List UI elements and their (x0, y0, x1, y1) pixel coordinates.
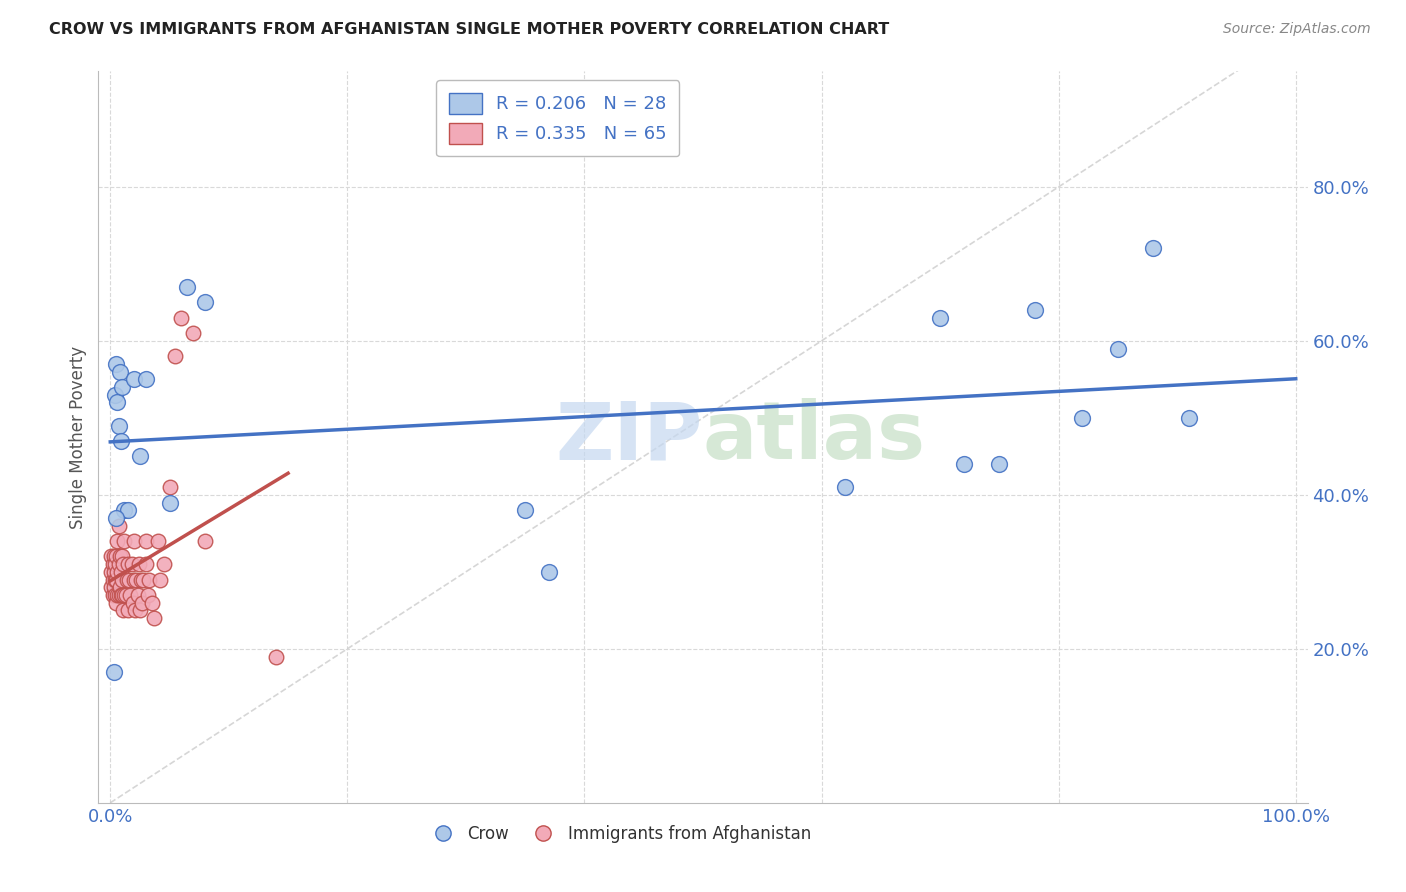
Point (152, 557, 174, 571)
Point (122, 573, 145, 587)
Point (104, 573, 127, 587)
Point (105, 596, 128, 610)
Point (264, 649, 287, 664)
Point (181, 326, 204, 340)
Point (105, 395, 128, 409)
Point (121, 557, 143, 571)
Point (141, 596, 163, 610)
Point (159, 480, 181, 494)
Point (108, 580, 131, 594)
Point (107, 588, 129, 602)
Point (170, 310, 193, 325)
Point (100, 565, 122, 579)
Point (129, 603, 152, 617)
Point (114, 588, 136, 602)
Point (101, 573, 124, 587)
Point (165, 349, 187, 363)
Text: atlas: atlas (703, 398, 927, 476)
Point (111, 573, 134, 587)
Point (107, 418, 129, 433)
Point (128, 557, 150, 571)
Point (100, 580, 122, 594)
Point (104, 557, 127, 571)
Point (834, 480, 856, 494)
Point (110, 588, 132, 602)
Point (146, 534, 169, 549)
Point (121, 596, 143, 610)
Point (103, 665, 125, 679)
Text: CROW VS IMMIGRANTS FROM AFGHANISTAN SINGLE MOTHER POVERTY CORRELATION CHART: CROW VS IMMIGRANTS FROM AFGHANISTAN SING… (49, 22, 890, 37)
Point (122, 534, 145, 549)
Point (988, 457, 1011, 471)
Point (117, 603, 139, 617)
Point (143, 611, 166, 625)
Point (114, 534, 136, 549)
Legend: Crow, Immigrants from Afghanistan: Crow, Immigrants from Afghanistan (419, 818, 817, 849)
Point (104, 588, 127, 602)
Point (108, 365, 131, 379)
Point (110, 434, 132, 448)
Point (194, 295, 217, 310)
Point (138, 573, 160, 587)
Point (135, 557, 157, 571)
Point (112, 557, 135, 571)
Point (107, 557, 129, 571)
Point (515, 503, 537, 517)
Point (176, 280, 198, 294)
Point (114, 503, 136, 517)
Point (194, 534, 217, 549)
Point (101, 557, 124, 571)
Point (124, 603, 146, 617)
Point (111, 380, 134, 394)
Point (118, 573, 141, 587)
Point (1071, 410, 1094, 425)
Point (103, 565, 125, 579)
Point (105, 549, 128, 564)
Point (103, 580, 125, 594)
Point (115, 573, 138, 587)
Point (100, 549, 122, 564)
Point (114, 588, 136, 602)
Point (1024, 303, 1046, 318)
Point (112, 603, 135, 617)
Point (117, 503, 139, 517)
Point (129, 573, 152, 587)
Point (131, 596, 153, 610)
Point (105, 573, 128, 587)
Point (105, 588, 128, 602)
Point (101, 588, 124, 602)
Point (127, 588, 149, 602)
Point (1107, 342, 1129, 356)
Text: Source: ZipAtlas.com: Source: ZipAtlas.com (1223, 22, 1371, 37)
Text: ZIP: ZIP (555, 398, 703, 476)
Point (929, 310, 952, 325)
Y-axis label: Single Mother Poverty: Single Mother Poverty (69, 345, 87, 529)
Point (111, 588, 134, 602)
Point (129, 450, 152, 464)
Point (105, 511, 128, 525)
Point (1142, 242, 1164, 256)
Point (159, 495, 181, 509)
Point (111, 549, 134, 564)
Point (105, 357, 128, 371)
Point (537, 565, 560, 579)
Point (105, 534, 128, 549)
Point (103, 549, 125, 564)
Point (117, 557, 139, 571)
Point (132, 573, 155, 587)
Point (110, 565, 132, 579)
Point (107, 518, 129, 533)
Point (1178, 410, 1201, 425)
Point (104, 388, 127, 402)
Point (135, 372, 157, 386)
Point (952, 457, 974, 471)
Point (108, 549, 131, 564)
Point (149, 573, 172, 587)
Point (125, 573, 148, 587)
Point (136, 588, 159, 602)
Point (122, 372, 145, 386)
Point (120, 588, 142, 602)
Point (105, 565, 128, 579)
Point (135, 534, 157, 549)
